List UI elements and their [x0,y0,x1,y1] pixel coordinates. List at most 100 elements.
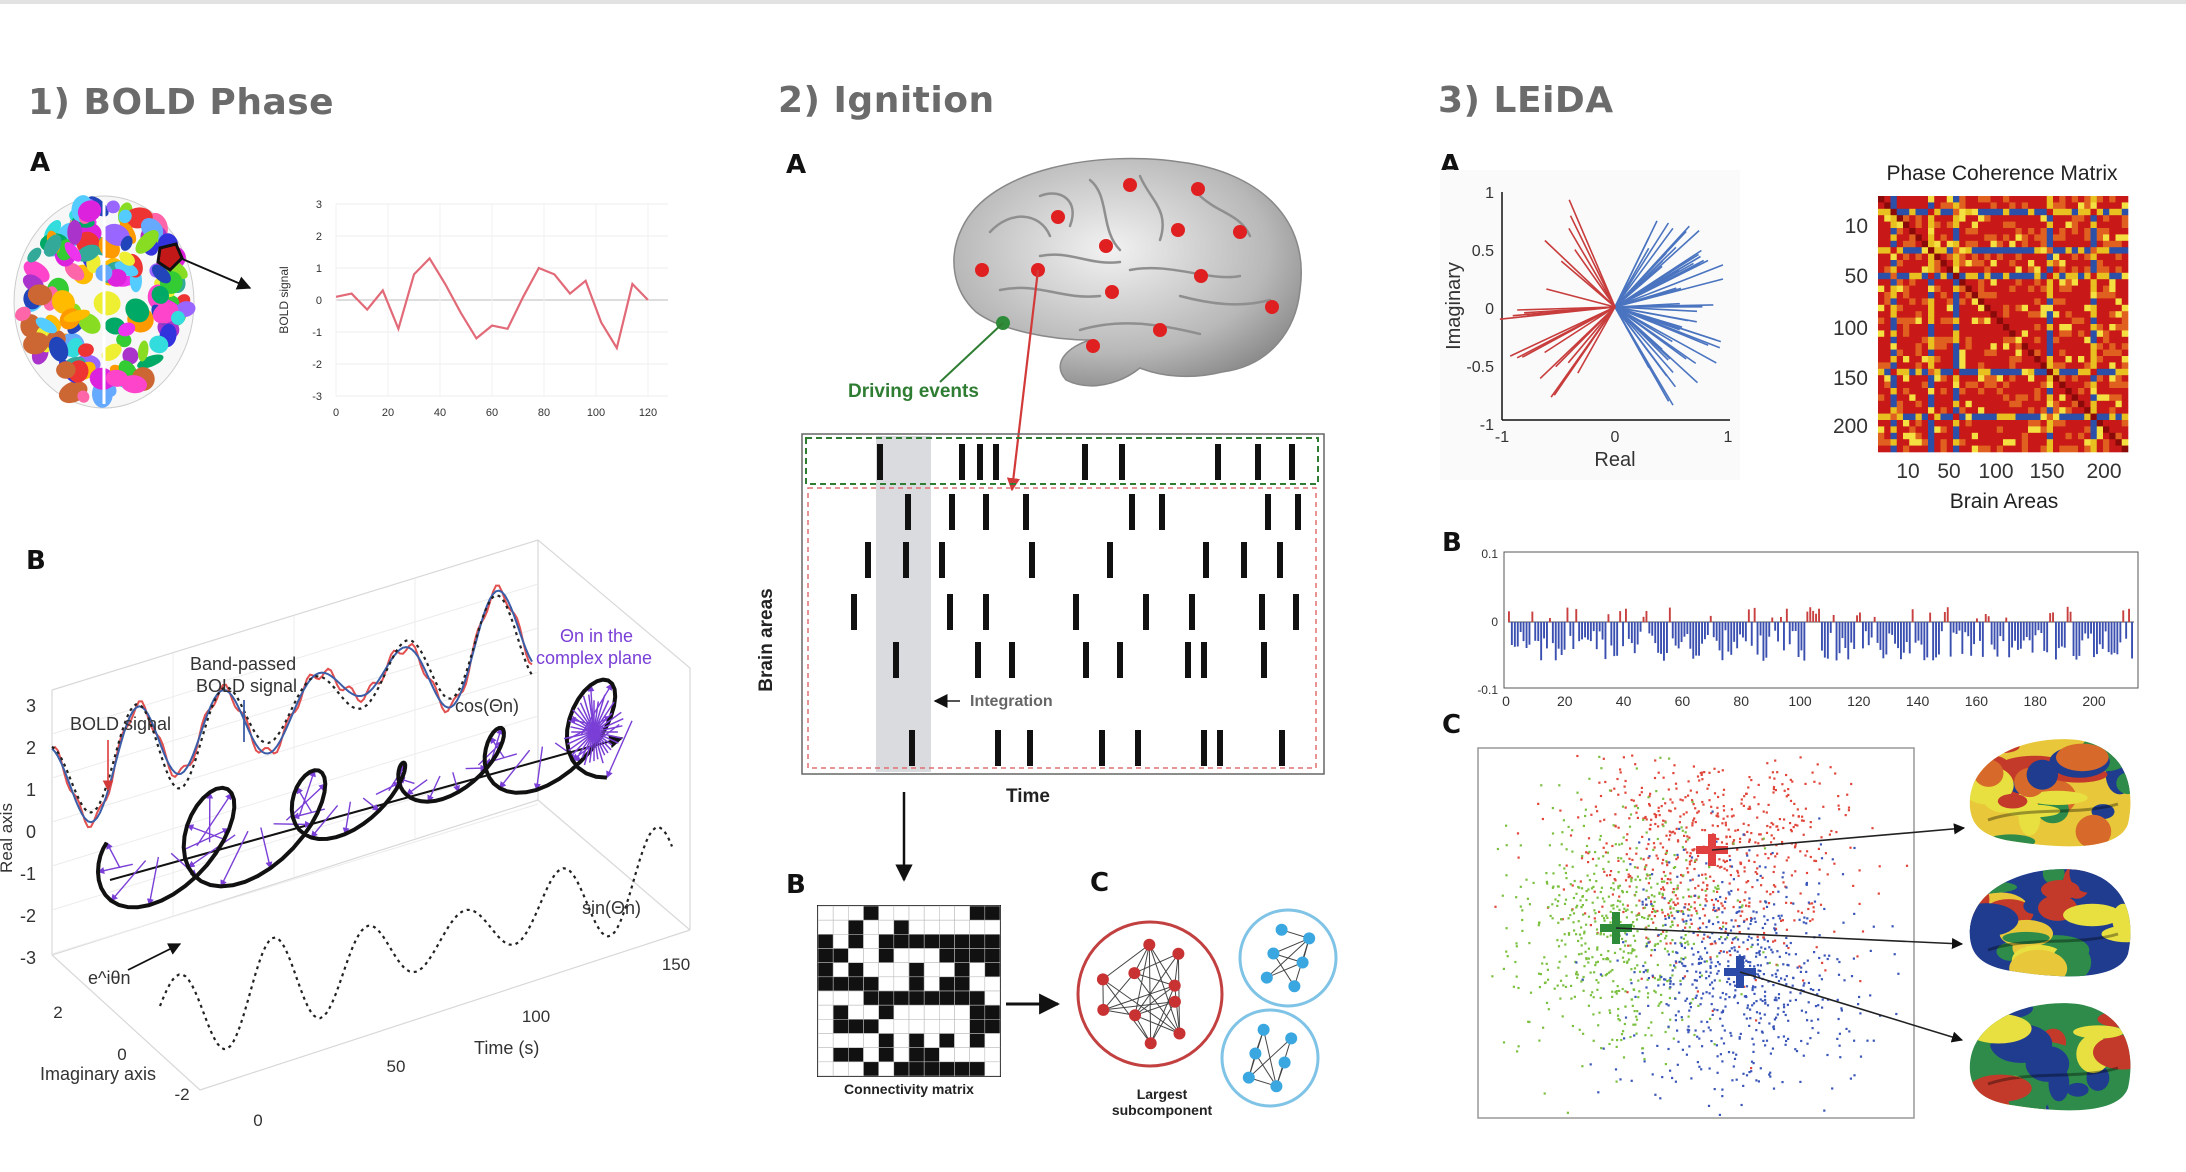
scatter-point [1841,873,1845,876]
scatter-point [1701,800,1704,804]
scatter-point [1802,984,1805,987]
scatter-point [1644,927,1647,930]
coherence-cell [2053,368,2060,376]
coherence-cell [2003,394,2010,402]
coherence-cell [2103,247,2110,254]
scatter-point [1757,951,1760,954]
scatter-point [1813,780,1816,783]
matrix-cell [832,948,849,963]
scatter-point [1781,919,1784,922]
scatter-point [1754,920,1757,923]
scatter-point [1799,892,1802,895]
coherence-cell [2109,420,2116,427]
coherence-cell [1984,388,1991,395]
scatter-point [1809,821,1812,824]
coherence-cell [1878,381,1885,389]
coherence-cell [1971,426,1979,434]
coherence-cell [1928,349,1935,357]
real-axis-tick: 1 [26,780,36,800]
coherence-cell [1971,208,1979,216]
scatter-point [1602,958,1605,961]
eigenvector-bar [1715,622,1718,641]
scatter-point [1596,810,1599,813]
coherence-cell [2040,375,2048,382]
scatter-point [1641,835,1644,838]
scatter-point [1629,847,1632,850]
scatter-point [1774,855,1777,858]
scatter-point [1669,872,1672,875]
spike [1189,594,1195,630]
scatter-point [1578,933,1582,936]
scatter-point [1751,943,1754,946]
coherence-cell [1928,228,1935,235]
coherence-cell [1934,356,1941,363]
coherence-cell [1959,407,1966,414]
scatter-point [1645,936,1648,939]
coherence-cell [1934,228,1941,235]
coherence-cell [1878,221,1885,229]
scatter-point [1739,1032,1742,1035]
coherence-cell [2053,343,2060,350]
scatter-point [1675,787,1678,790]
scatter-point [1730,919,1733,922]
scatter-point [1612,904,1615,907]
parcel-region [121,375,148,394]
scatter-point [1664,821,1667,824]
scatter-point [1679,983,1682,986]
coherence-cell [2003,292,2010,299]
coherence-cell [1984,272,1991,280]
coherence-cell [2084,420,2091,427]
phase-vector-red [1569,215,1616,308]
coherence-cell [1928,426,1935,434]
scatter-point [1660,993,1663,996]
phase-vector-blue [1614,306,1717,364]
coherence-cell [1915,324,1923,331]
scatter-point [1580,937,1583,940]
brain-map-sulcus [1987,1066,2119,1086]
coherence-cell [1965,266,1973,274]
coherence-cell [1890,221,1898,229]
coherence-cell [2084,394,2091,402]
coherence-cell [2009,292,2016,299]
scatter-point [1521,918,1524,922]
spike [1255,444,1261,480]
coherence-cell [2009,349,2016,357]
scatter-point [1789,828,1793,831]
coherence-cell [1884,196,1891,203]
coherence-cell [1940,336,1948,344]
coherence-cell [1946,343,1954,350]
scatter-point [1658,978,1661,981]
scatter-point [1606,958,1609,961]
scatter-point [1622,756,1625,759]
scatter-point [1721,941,1724,945]
scatter-point [1674,1080,1677,1083]
scatter-point [1577,939,1580,943]
coherence-cell [1959,298,1966,306]
scatter-point [1668,979,1671,982]
scatter-point [1764,956,1767,959]
scatter-point [1700,997,1703,1000]
eigenvector-bar [1633,622,1636,654]
coherence-cell [2053,432,2060,440]
coherence-cell [2009,420,2016,427]
coherence-cell [1965,228,1973,235]
scatter-point [1590,887,1594,890]
scatter-point [1705,894,1708,897]
scatter-point [1567,917,1570,920]
scatter-point [1608,789,1612,792]
matrix-cell [969,905,986,921]
coherence-cell [2071,388,2079,395]
coherence-cell [1965,400,1973,408]
matrix-cell [984,1047,1001,1063]
eigenvector-bar [2072,622,2075,656]
matrix-cell [938,1061,955,1077]
scatter-point [1546,882,1549,885]
coherence-cell [1940,330,1948,338]
scatter-point [1713,1043,1716,1046]
scatter-point [1671,923,1674,927]
scatter-point [1849,846,1852,849]
coherence-cell [1928,407,1935,414]
imag-axis-tick: 2 [53,1003,62,1022]
scatter-point [1732,878,1735,881]
phase-vector-blue [1614,306,1697,365]
